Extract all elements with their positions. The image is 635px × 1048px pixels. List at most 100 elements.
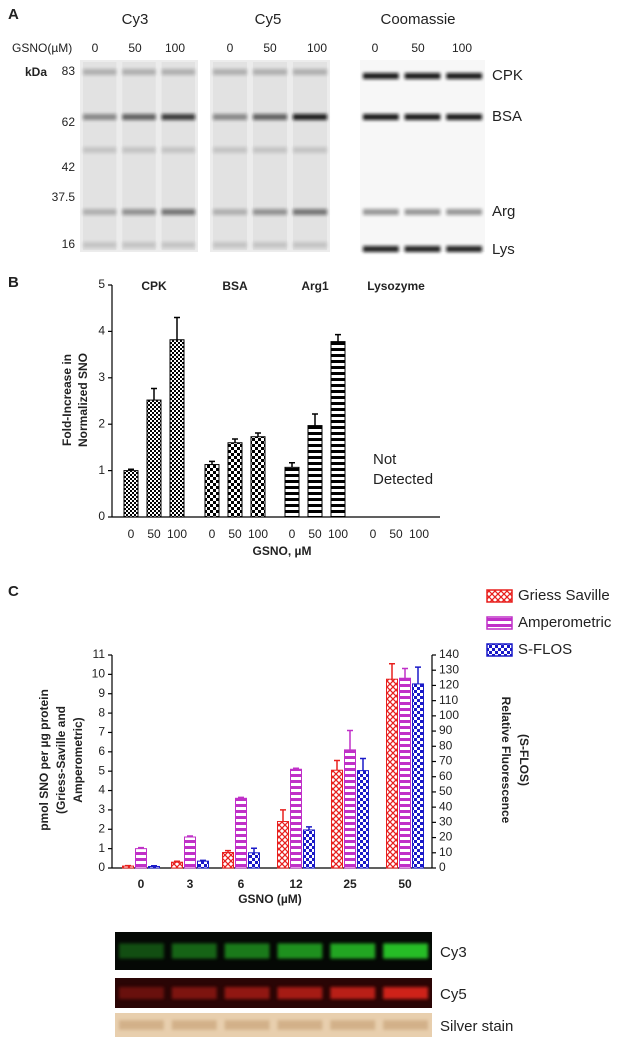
column-label: Coomassie (380, 11, 455, 28)
bar (344, 749, 356, 869)
bar (277, 821, 289, 869)
dose-label: 100 (307, 41, 327, 55)
gel-band (213, 114, 247, 120)
gel-band (363, 73, 399, 79)
y2-tick-label: 90 (439, 723, 453, 737)
gel-band (253, 209, 287, 215)
gel (80, 60, 198, 252)
group-label: Lysozyme (367, 279, 425, 293)
x-tick-label: 0 (289, 527, 296, 541)
group-label: Arg1 (301, 279, 329, 293)
lane-smear (83, 62, 117, 250)
dose-label: 100 (165, 41, 185, 55)
error-bar (187, 835, 193, 838)
error-bar (138, 846, 144, 849)
gel-band (213, 147, 247, 153)
gel-band (122, 209, 156, 215)
y-tick-label: 0 (98, 509, 105, 523)
y2-tick-label: 10 (439, 845, 453, 859)
gel-band (83, 209, 117, 215)
y-tick-label: 1 (98, 463, 105, 477)
y-axis-label: Normalized SNO (76, 353, 90, 447)
y-tick-label: 10 (92, 667, 106, 681)
x-tick-label: 50 (228, 527, 242, 541)
gsno-label: GSNO(µM) (12, 41, 72, 55)
lane-smear (253, 62, 287, 250)
gel-band (213, 209, 247, 215)
error-bar (306, 826, 312, 830)
bar (135, 848, 147, 869)
band-label: Arg (492, 203, 515, 220)
gel (360, 60, 485, 252)
y2-tick-label: 0 (439, 860, 446, 874)
y2-tick-label: 100 (439, 708, 459, 722)
column-label: Cy3 (122, 11, 149, 28)
y-tick-label: 5 (98, 277, 105, 291)
y2-tick-label: 40 (439, 799, 453, 813)
column-label: Cy5 (255, 11, 282, 28)
bar (250, 436, 266, 518)
group-label: CPK (141, 279, 167, 293)
blot-band (383, 943, 428, 959)
y-tick-label: 4 (98, 324, 105, 338)
x-tick-label: 50 (389, 527, 403, 541)
band-label: CPK (492, 67, 523, 84)
error-bar (225, 849, 231, 853)
bar (412, 683, 424, 869)
panel-label: B (8, 274, 19, 291)
x-tick-label: 50 (308, 527, 322, 541)
blot (115, 978, 432, 1008)
x-tick-label: 3 (187, 877, 194, 891)
error-bar (335, 333, 341, 342)
gel-band (83, 69, 117, 75)
lane-smear (213, 62, 247, 250)
kda-label: kDa (25, 65, 47, 79)
lane-smear (293, 62, 327, 250)
lane-smear (161, 62, 195, 250)
blot-band (119, 987, 164, 999)
dose-label: 50 (128, 41, 142, 55)
bar (146, 399, 162, 518)
bar (399, 677, 411, 869)
error-bar (151, 864, 157, 867)
blot-band (277, 1020, 323, 1030)
legend-label: Amperometric (518, 614, 612, 631)
blot-band (224, 1020, 270, 1030)
y-tick-label: 9 (98, 686, 105, 700)
gel-band (404, 114, 441, 120)
y2-axis-label: Relative Fluorescence (499, 697, 513, 824)
y2-tick-label: 60 (439, 769, 453, 783)
gel (210, 60, 330, 252)
x-tick-label: 25 (343, 877, 357, 891)
dose-label: 50 (411, 41, 425, 55)
lane-smear (122, 62, 156, 250)
gel-band (161, 147, 195, 153)
error-bar (255, 432, 261, 437)
x-tick-label: 100 (409, 527, 429, 541)
blot-band (383, 1020, 428, 1030)
legend-label: Griess Saville (518, 587, 610, 604)
error-bar (174, 860, 180, 863)
gel-band (446, 246, 482, 252)
x-tick-label: 100 (248, 527, 268, 541)
y-axis-label: Fold-Increase in (60, 354, 74, 446)
marker-label: 42 (62, 160, 76, 174)
legend-label: S-FLOS (518, 641, 572, 658)
gel-band (83, 242, 117, 248)
error-bar (232, 438, 238, 443)
x-tick-label: 50 (398, 877, 412, 891)
band-label: Lys (492, 241, 515, 258)
gel-band (122, 69, 156, 75)
error-bar (209, 460, 215, 465)
error-bar (334, 759, 340, 771)
error-bar (151, 387, 157, 401)
y2-tick-label: 80 (439, 738, 453, 752)
legend-swatch (486, 616, 513, 630)
blot-band (277, 943, 323, 959)
dose-label: 0 (372, 41, 379, 55)
bar (307, 425, 323, 518)
bar (184, 836, 196, 869)
bar (330, 341, 346, 518)
gel-band (293, 147, 327, 153)
